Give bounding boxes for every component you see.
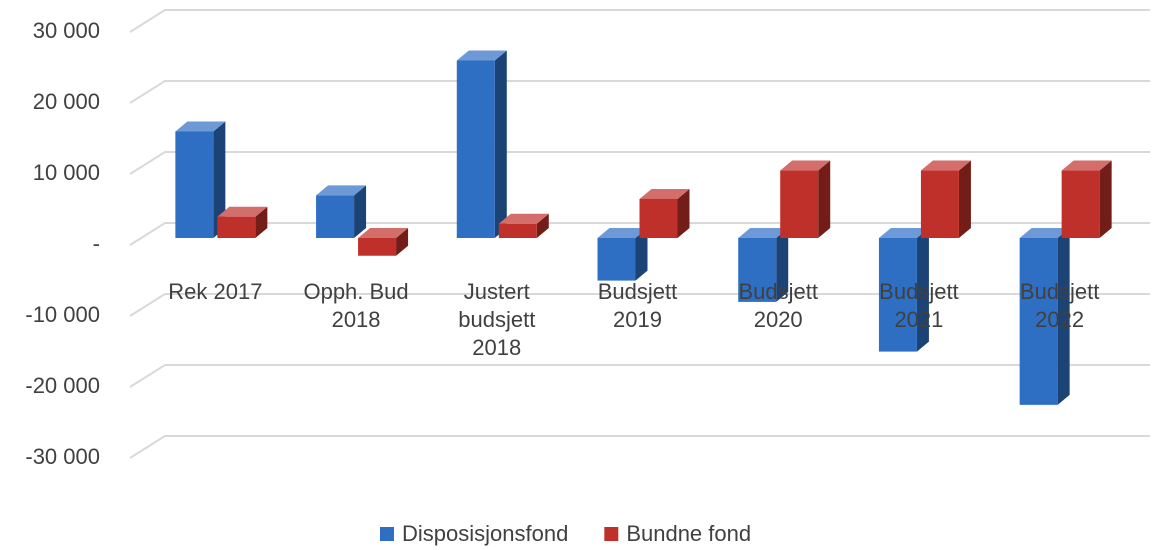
grid-line — [129, 80, 1150, 104]
legend-swatch — [604, 527, 619, 541]
bar — [175, 131, 214, 238]
legend-label: Disposisjonsfond — [402, 521, 568, 546]
bar-top — [738, 228, 789, 238]
y-tick-label: 10 000 — [33, 160, 100, 185]
bar — [217, 216, 256, 238]
bar-top — [358, 228, 409, 238]
x-tick-label: Budsjett 2022 — [1019, 279, 1100, 332]
legend-label: Bundne fond — [626, 521, 751, 546]
bar-top — [1019, 228, 1070, 238]
grid-line — [129, 435, 1150, 459]
bar-side — [635, 228, 648, 281]
y-tick-label: -10 000 — [25, 302, 100, 327]
x-tick-label: Budsjett 2019 — [597, 279, 678, 332]
bar-side — [213, 121, 226, 238]
bar-side — [818, 160, 831, 238]
bar — [639, 198, 678, 238]
bar — [878, 238, 917, 352]
bar-top — [639, 188, 690, 199]
y-tick-label: 20 000 — [33, 89, 100, 114]
y-tick-label: - — [93, 231, 100, 256]
x-tick-label: Justert budsjett 2018 — [458, 279, 536, 360]
bar — [1061, 170, 1100, 238]
bar-top — [920, 160, 971, 171]
legend-swatch — [380, 527, 394, 541]
bar-top — [1061, 160, 1112, 171]
y-tick-label: -20 000 — [25, 373, 100, 398]
bar — [316, 195, 355, 238]
bar — [920, 170, 959, 238]
bar — [1019, 238, 1058, 405]
grid-line — [129, 293, 1150, 317]
grid-line — [129, 364, 1150, 388]
bar-top — [780, 160, 831, 171]
grid-line — [129, 151, 1150, 175]
bar-top — [456, 50, 507, 61]
bar-side — [396, 228, 409, 256]
bar-side — [536, 213, 549, 238]
bar-side — [354, 185, 367, 238]
bar — [456, 60, 495, 238]
bar — [597, 238, 636, 281]
bar-top — [597, 228, 648, 238]
x-tick-label: Opph. Bud 2018 — [303, 279, 409, 332]
bar-top — [217, 206, 268, 217]
bar-side — [958, 160, 971, 238]
bar-top — [316, 185, 367, 196]
bar — [358, 238, 397, 256]
x-tick-label: Budsjett 2021 — [879, 279, 959, 332]
x-tick-label: Budsjett 2020 — [738, 279, 818, 332]
bar-side — [776, 228, 789, 302]
bar — [780, 170, 819, 238]
y-tick-label: 30 000 — [33, 18, 100, 43]
bar — [498, 223, 537, 238]
bar-side — [916, 228, 929, 352]
x-tick-label: Rek 2017 — [168, 279, 263, 304]
bar-top — [498, 213, 549, 224]
bar-side — [255, 206, 268, 238]
y-tick-label: -30 000 — [25, 444, 100, 469]
bar-top — [878, 228, 929, 238]
bar-side — [677, 188, 690, 238]
bar-side — [494, 50, 507, 238]
bar-side — [1057, 228, 1070, 405]
bar-top — [175, 121, 226, 132]
bar-side — [1099, 160, 1112, 238]
grid-line — [129, 9, 1150, 33]
bar — [738, 238, 777, 302]
